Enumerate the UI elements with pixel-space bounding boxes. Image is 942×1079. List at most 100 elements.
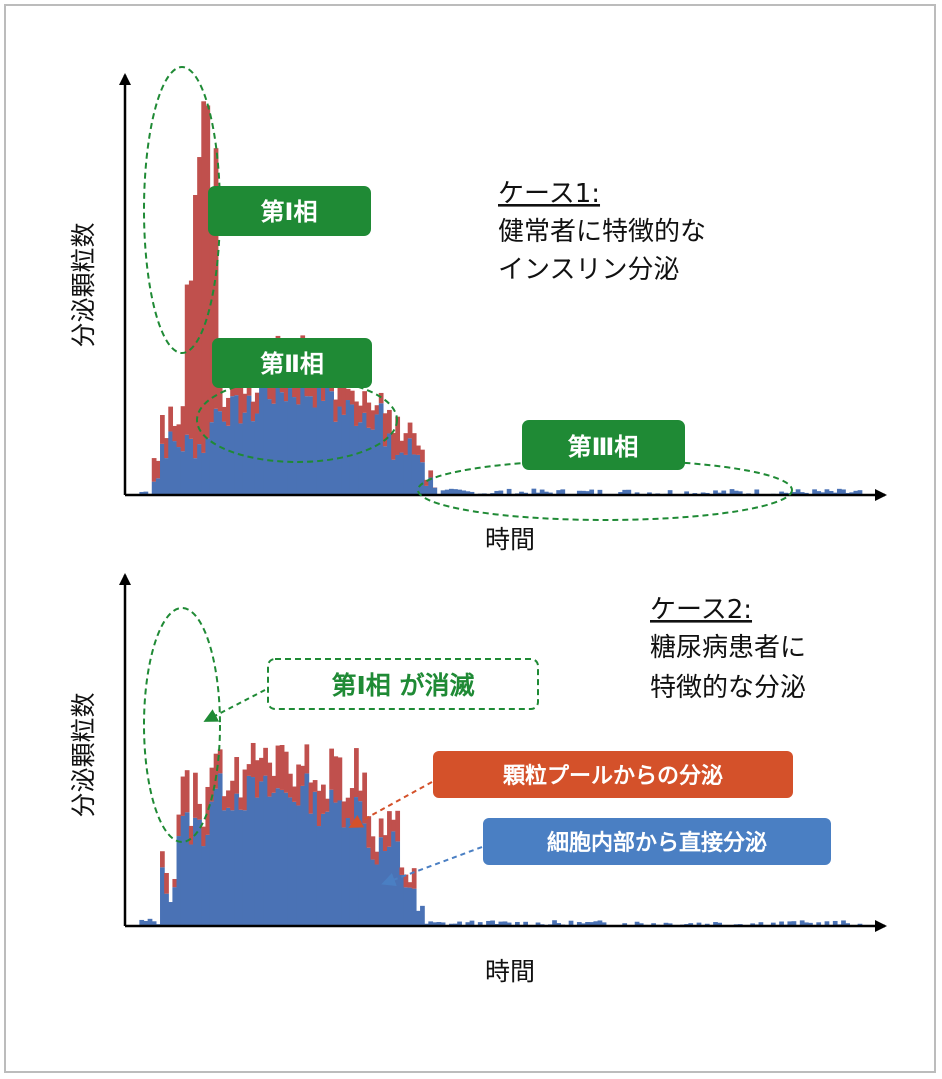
- histogram-bar: [230, 810, 235, 925]
- histogram-bar: [395, 454, 401, 494]
- histogram-bar: [197, 444, 202, 494]
- histogram-bar: [143, 921, 149, 925]
- histogram-bar: [622, 923, 628, 925]
- histogram-bar: [428, 477, 434, 494]
- histogram-bar: [188, 438, 194, 494]
- histogram-bar: [176, 424, 182, 448]
- histogram-bar: [300, 765, 306, 786]
- histogram-bar: [808, 922, 813, 925]
- histogram-bar: [486, 920, 491, 925]
- histogram-bar: [399, 440, 405, 453]
- histogram-bar: [337, 757, 343, 801]
- histogram-bar: [461, 490, 467, 494]
- histogram-bar: [246, 764, 252, 776]
- histogram-bar: [828, 491, 834, 494]
- histogram-bar: [700, 492, 706, 494]
- histogram-bar: [387, 811, 392, 847]
- histogram-bar: [799, 920, 805, 925]
- histogram-bar: [420, 462, 425, 494]
- histogram-bar: [164, 872, 169, 894]
- histogram-bar: [213, 408, 219, 494]
- histogram-bar: [279, 392, 285, 494]
- histogram-bar: [308, 813, 314, 925]
- histogram-bar: [151, 458, 157, 482]
- histogram-bar: [345, 797, 351, 819]
- histogram-bar: [382, 446, 388, 494]
- histogram-bar: [217, 411, 223, 494]
- histogram-bar: [411, 433, 417, 455]
- histogram-bar: [176, 836, 182, 925]
- histogram-bar: [292, 801, 297, 925]
- histogram-bar: [849, 492, 855, 494]
- histogram-bar: [704, 492, 710, 494]
- histogram-bar: [684, 491, 689, 494]
- histogram-bar: [556, 490, 562, 494]
- phase-2-label: 第Ⅱ相: [212, 338, 372, 388]
- histogram-bar: [411, 454, 417, 494]
- histogram-bar: [188, 844, 194, 925]
- histogram-bar: [354, 425, 359, 494]
- histogram-bar: [193, 195, 198, 459]
- histogram-bar: [160, 415, 165, 444]
- histogram-bar: [651, 923, 656, 925]
- histogram-bar: [378, 837, 384, 925]
- histogram-bar: [717, 922, 722, 925]
- phase-1-label-text: 第Ⅰ相: [261, 198, 318, 226]
- histogram-bar: [333, 802, 339, 925]
- histogram-bar: [358, 405, 363, 423]
- histogram-bar: [370, 836, 376, 860]
- histogram-bar: [246, 775, 252, 925]
- histogram-bar: [197, 803, 202, 820]
- histogram-bar: [395, 841, 401, 925]
- histogram-bar: [296, 764, 301, 806]
- histogram-bar: [325, 798, 330, 812]
- histogram-bar: [329, 789, 334, 925]
- histogram-bar: [779, 491, 784, 494]
- histogram-bar: [407, 438, 413, 494]
- histogram-bar: [349, 824, 355, 925]
- histogram-bar: [391, 459, 396, 494]
- histogram-bar: [733, 490, 739, 494]
- histogram-bar: [193, 817, 198, 925]
- histogram-bar: [160, 867, 165, 925]
- histogram-bar: [143, 491, 149, 494]
- histogram-bar: [341, 414, 347, 494]
- histogram-bar: [341, 827, 347, 925]
- histogram-bar: [201, 846, 207, 925]
- histogram-bar: [601, 922, 607, 925]
- direct-secretion-label-text: 細胞内部から直接分泌: [547, 830, 767, 856]
- chart-1: 分泌顆粒数 時間 ケース1: 健常者に特徴的な インスリン分泌 第Ⅰ相 第Ⅱ相 …: [69, 66, 887, 554]
- histogram-bar: [217, 368, 223, 412]
- chart-1-case-desc-line1: 健常者に特徴的な: [498, 217, 706, 247]
- direct-secretion-label: 細胞内部から直接分泌: [483, 818, 831, 865]
- histogram-bar: [209, 767, 215, 802]
- histogram-bar: [287, 797, 293, 925]
- histogram-bar: [176, 447, 182, 494]
- histogram-bar: [321, 400, 326, 494]
- chart-1-y-label: 分泌顆粒数: [69, 222, 98, 347]
- histogram-bar: [803, 922, 809, 925]
- histogram-bar: [663, 922, 669, 925]
- histogram-bar: [354, 748, 359, 798]
- histogram-bar: [382, 413, 388, 447]
- histogram-bar: [382, 851, 388, 925]
- histogram-bar: [387, 409, 392, 434]
- histogram-bar: [424, 479, 429, 486]
- histogram-bar: [242, 810, 248, 925]
- histogram-bar: [436, 922, 442, 925]
- pool-secretion-label-text: 顆粒プールからの分泌: [503, 763, 723, 789]
- chart-1-x-label: 時間: [485, 525, 535, 554]
- histogram-bar: [841, 489, 846, 494]
- histogram-bar: [440, 490, 446, 494]
- histogram-bar: [403, 454, 409, 494]
- histogram-bar: [147, 918, 153, 925]
- histogram-bar: [316, 826, 322, 925]
- histogram-bar: [403, 874, 409, 888]
- histogram-bar: [585, 922, 590, 925]
- histogram-bar: [519, 491, 524, 494]
- histogram-bar: [164, 458, 169, 494]
- histogram-bar: [362, 823, 368, 925]
- histogram-bar: [226, 790, 231, 808]
- histogram-bar: [415, 454, 421, 494]
- histogram-bar: [667, 923, 673, 925]
